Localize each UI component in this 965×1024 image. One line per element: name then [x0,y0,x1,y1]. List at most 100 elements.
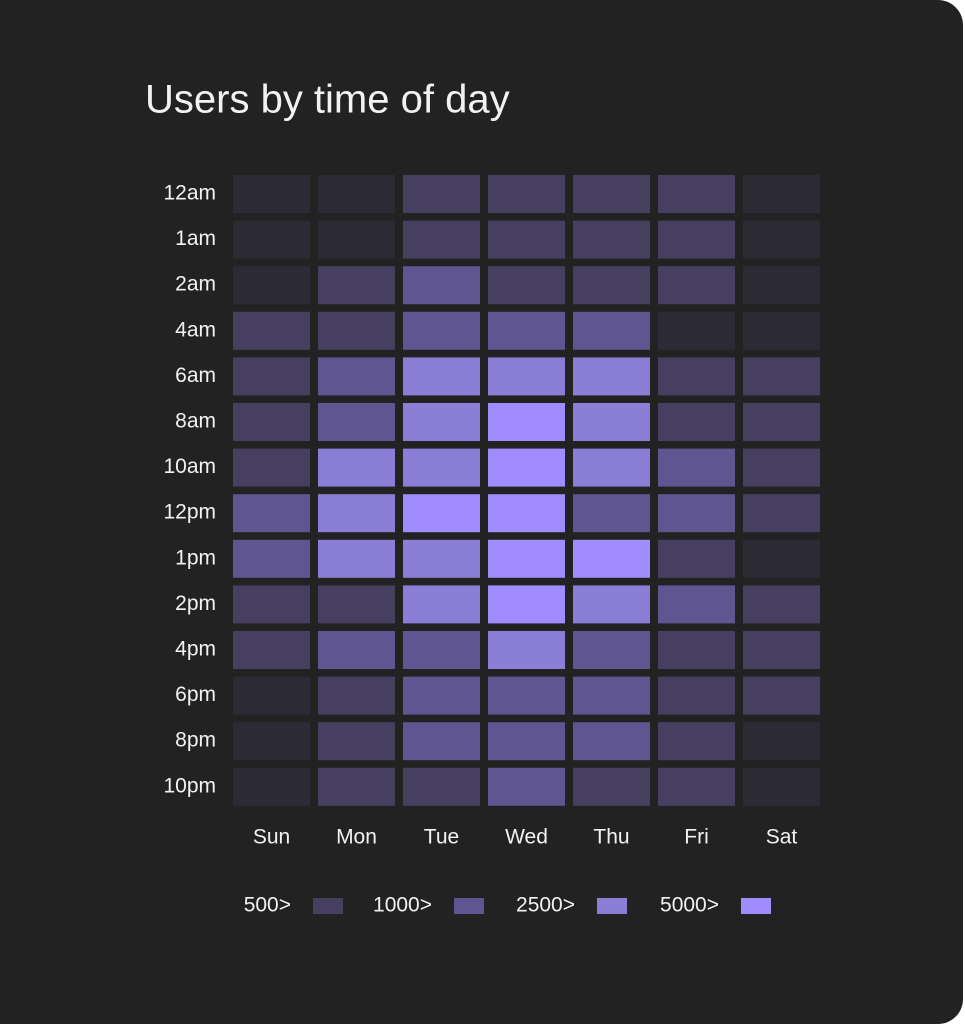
heat-cell [573,676,650,715]
heat-cell [318,722,395,761]
heat-cell [488,175,565,213]
heat-cell [573,220,650,259]
heat-cell [403,767,480,806]
heat-cell [743,767,820,806]
heat-cell [403,676,480,715]
heat-cell [573,175,650,213]
heat-cell [488,676,565,715]
heat-cell [658,631,735,669]
legend-swatch [741,898,771,914]
heat-cell [233,175,310,213]
heat-cell [233,266,310,305]
heat-cell [318,676,395,715]
x-tick-label: Sat [766,826,798,849]
heat-cell [233,539,310,578]
y-tick-label: 4am [175,318,216,341]
heat-cell [743,311,820,350]
heat-cell [403,448,480,487]
x-tick-label: Sun [253,826,290,849]
legend-label: 1000> [373,894,432,917]
heat-cell [658,220,735,259]
heat-cell [233,220,310,259]
heat-cell [658,585,735,624]
heat-cell [233,631,310,669]
heat-cell [658,448,735,487]
heat-cell [403,403,480,441]
heat-cell [318,767,395,806]
heat-cell [488,767,565,806]
heat-cell [573,448,650,487]
heat-cell [488,539,565,578]
y-tick-label: 1am [175,227,216,250]
heat-cell [403,585,480,624]
heat-cell [403,631,480,669]
heat-cell [318,539,395,578]
heat-cell [658,357,735,396]
heat-cell [488,722,565,761]
heat-cell [658,494,735,533]
legend-label: 5000> [660,894,719,917]
heat-cell [233,585,310,624]
heat-cell [743,494,820,533]
heat-cell [488,357,565,396]
heat-cell [658,311,735,350]
heat-cell [658,539,735,578]
heat-cell [488,585,565,624]
heat-cell [743,539,820,578]
legend-swatch [597,898,627,914]
heat-cell [233,311,310,350]
heat-cell [233,494,310,533]
y-tick-label: 6pm [175,683,216,706]
y-tick-label: 2am [175,273,216,296]
y-tick-label: 2pm [175,592,216,615]
heat-cell [403,539,480,578]
heat-cell [488,448,565,487]
heat-cell [318,585,395,624]
heat-cell [233,767,310,806]
heat-cell [318,311,395,350]
heat-cell [573,539,650,578]
heat-cell [233,722,310,761]
heat-cell [488,631,565,669]
y-tick-label: 12pm [163,501,216,524]
heat-cell [403,311,480,350]
chart-title: Users by time of day [145,78,510,122]
heat-cell [403,494,480,533]
heat-cell [573,311,650,350]
heat-cell [403,266,480,305]
y-tick-label: 1pm [175,546,216,569]
heat-cell [233,357,310,396]
heat-cell [403,220,480,259]
heat-cell [573,266,650,305]
heat-cell [658,266,735,305]
heat-cell [318,631,395,669]
heat-cell [743,220,820,259]
legend-label: 500> [244,894,291,917]
heat-cell [658,175,735,213]
heat-cell [318,357,395,396]
heat-cell [573,357,650,396]
heat-cell [743,631,820,669]
heat-cell [743,676,820,715]
y-tick-label: 12am [163,182,216,205]
heat-cell [743,266,820,305]
heat-cell [743,403,820,441]
heat-cell [233,403,310,441]
x-tick-label: Mon [336,826,377,849]
x-tick-label: Wed [505,826,548,849]
legend-swatch [454,898,484,914]
y-tick-label: 4pm [175,638,216,661]
legend-swatch [313,898,343,914]
heat-cell [573,722,650,761]
heat-cell [233,676,310,715]
y-tick-label: 10am [163,455,216,478]
heat-cell [233,448,310,487]
heat-cell [488,311,565,350]
heat-cell [658,722,735,761]
heat-cell [318,175,395,213]
heat-cell [403,357,480,396]
heat-cell [488,403,565,441]
heat-cell [488,494,565,533]
